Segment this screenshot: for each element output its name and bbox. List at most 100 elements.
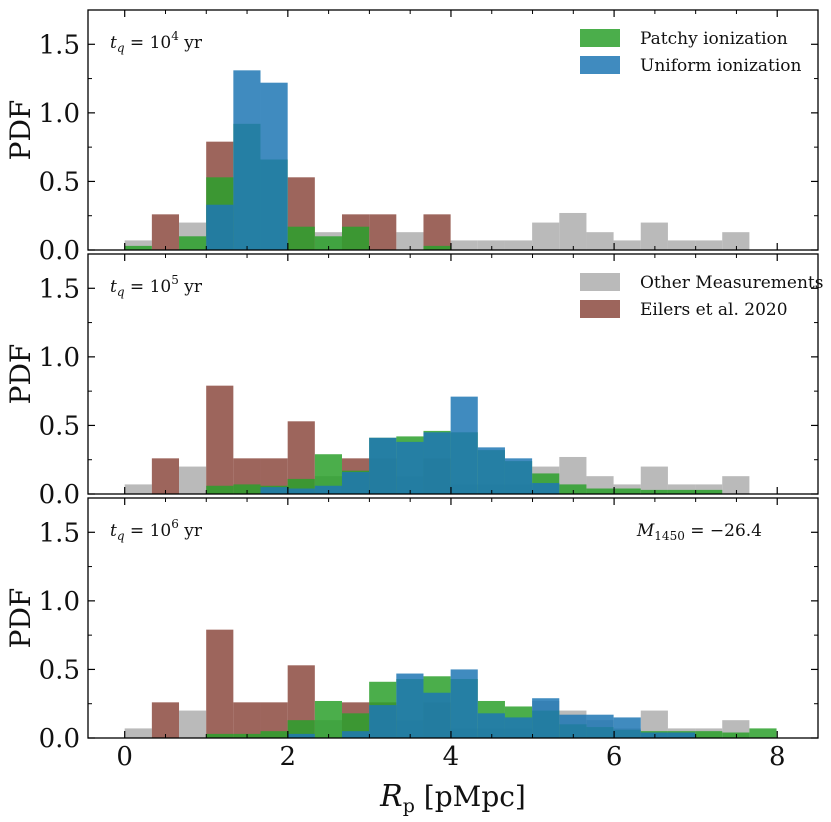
bar-other-0 bbox=[124, 728, 152, 738]
bar-eilers-11 bbox=[423, 214, 451, 250]
bar-other-17 bbox=[586, 232, 614, 250]
bar-uniform-6 bbox=[287, 733, 315, 738]
bar-other-20 bbox=[667, 484, 696, 494]
legend-swatch-uniform bbox=[580, 56, 620, 74]
tq-annotation: tq = 104 yr bbox=[110, 29, 203, 55]
y-tick-label: 1.5 bbox=[39, 30, 80, 60]
bars-group bbox=[124, 385, 750, 494]
y-tick-label: 1.0 bbox=[39, 99, 80, 129]
axes-frame bbox=[87, 9, 819, 251]
bar-uniform-6 bbox=[287, 488, 315, 494]
bar-uniform-15 bbox=[532, 698, 560, 738]
bar-uniform-13 bbox=[477, 713, 505, 738]
y-tick-label: 0.0 bbox=[39, 480, 80, 510]
bar-uniform-11 bbox=[423, 432, 451, 494]
y-tick-label: 0.5 bbox=[39, 655, 80, 685]
bar-other-16 bbox=[559, 212, 587, 250]
bar-patchy-21 bbox=[695, 731, 723, 738]
bar-patchy-16 bbox=[559, 484, 587, 494]
bar-uniform-4 bbox=[233, 70, 261, 250]
bar-uniform-5 bbox=[260, 82, 288, 250]
bar-other-2 bbox=[179, 466, 207, 494]
bar-uniform-3 bbox=[206, 204, 234, 250]
y-axis-label: PDF bbox=[4, 588, 37, 649]
y-axis-label: PDF bbox=[4, 344, 37, 405]
x-tick-label: 6 bbox=[606, 742, 623, 772]
legend-swatch-eilers bbox=[580, 300, 620, 318]
bar-other-19 bbox=[640, 466, 668, 494]
magnitude-annotation: M1450 = −26.4 bbox=[636, 521, 762, 543]
bar-patchy-3 bbox=[206, 733, 234, 738]
legend-label-patchy: Patchy ionization bbox=[640, 29, 788, 49]
bar-other-2 bbox=[179, 710, 207, 738]
x-tick-label: 4 bbox=[443, 742, 460, 772]
bar-uniform-8 bbox=[341, 472, 370, 494]
x-tick-label: 2 bbox=[280, 742, 297, 772]
bar-patchy-23 bbox=[749, 728, 777, 738]
bar-uniform-5 bbox=[260, 487, 288, 494]
bar-other-22 bbox=[722, 476, 750, 494]
y-tick-label: 1.5 bbox=[39, 274, 80, 304]
bar-patchy-2 bbox=[179, 236, 207, 250]
bar-uniform-14 bbox=[504, 717, 533, 738]
bar-other-18 bbox=[613, 240, 641, 250]
bar-eilers-9 bbox=[369, 214, 397, 250]
bar-patchy-11 bbox=[423, 245, 451, 250]
bar-uniform-20 bbox=[667, 732, 696, 738]
axes-frame bbox=[87, 253, 819, 495]
legend-swatch-other bbox=[580, 273, 620, 291]
bar-uniform-19 bbox=[640, 732, 668, 738]
bar-eilers-3 bbox=[206, 385, 234, 494]
bar-other-15 bbox=[532, 222, 560, 250]
bar-uniform-15 bbox=[532, 483, 560, 494]
bar-other-20 bbox=[667, 240, 696, 250]
bar-uniform-9 bbox=[369, 437, 397, 494]
bar-uniform-13 bbox=[477, 447, 505, 494]
panels-group: 0.0 0.5 1.0 1.5 PDF tq = 104 yr Patchy ionizat… bbox=[4, 9, 823, 772]
bar-uniform-8 bbox=[341, 731, 370, 738]
bar-patchy-22 bbox=[722, 732, 750, 738]
panel-1: 0.0 0.5 1.0 1.5 PDF tq = 104 yr Patchy ionizat… bbox=[4, 9, 819, 266]
bar-patchy-3 bbox=[206, 485, 234, 494]
y-tick-label: 1.5 bbox=[39, 518, 80, 548]
legend-label-other: Other Measurements bbox=[640, 273, 823, 293]
bar-uniform-10 bbox=[396, 441, 424, 494]
bar-patchy-4 bbox=[233, 484, 261, 494]
bar-uniform-12 bbox=[450, 396, 478, 494]
bar-eilers-1 bbox=[151, 702, 180, 738]
panel-2: 0.0 0.5 1.0 1.5 PDF tq = 105 yr Other Measurem… bbox=[4, 253, 823, 510]
bar-patchy-7 bbox=[314, 236, 342, 250]
axes-frame bbox=[87, 497, 819, 739]
tq-annotation: tq = 106 yr bbox=[110, 517, 203, 543]
bars-group bbox=[124, 629, 777, 738]
panel-3: 0 2 4 6 8 0.0 0.5 1.0 1.5 PDF tq = 106 yr M1450 = −… bbox=[4, 497, 819, 772]
bars-group bbox=[124, 70, 750, 250]
y-axis-label: PDF bbox=[4, 100, 37, 161]
bar-patchy-6 bbox=[287, 226, 315, 250]
bar-patchy-6 bbox=[287, 720, 315, 738]
bar-eilers-3 bbox=[206, 629, 234, 738]
bar-uniform-16 bbox=[559, 714, 587, 738]
bar-patchy-21 bbox=[695, 489, 723, 494]
bar-other-22 bbox=[722, 232, 750, 250]
bar-other-19 bbox=[640, 222, 668, 250]
bar-other-0 bbox=[124, 484, 152, 494]
legend-label-uniform: Uniform ionization bbox=[640, 56, 802, 76]
bar-patchy-0 bbox=[124, 245, 152, 250]
bar-uniform-17 bbox=[586, 714, 614, 738]
bar-patchy-18 bbox=[613, 488, 641, 494]
bar-patchy-19 bbox=[640, 489, 668, 494]
bar-eilers-1 bbox=[151, 214, 180, 250]
bar-other-21 bbox=[695, 484, 723, 494]
bar-uniform-18 bbox=[613, 717, 641, 738]
bar-uniform-11 bbox=[423, 692, 451, 738]
bar-other-14 bbox=[504, 240, 533, 250]
x-axis-label: Rp [pMpc] bbox=[379, 779, 526, 817]
x-tick-label: 0 bbox=[116, 742, 133, 772]
legend-label-eilers: Eilers et al. 2020 bbox=[640, 300, 788, 320]
bar-patchy-20 bbox=[667, 489, 696, 494]
y-tick-label: 0.0 bbox=[39, 236, 80, 266]
bar-eilers-1 bbox=[151, 458, 180, 494]
y-tick-label: 1.0 bbox=[39, 587, 80, 617]
